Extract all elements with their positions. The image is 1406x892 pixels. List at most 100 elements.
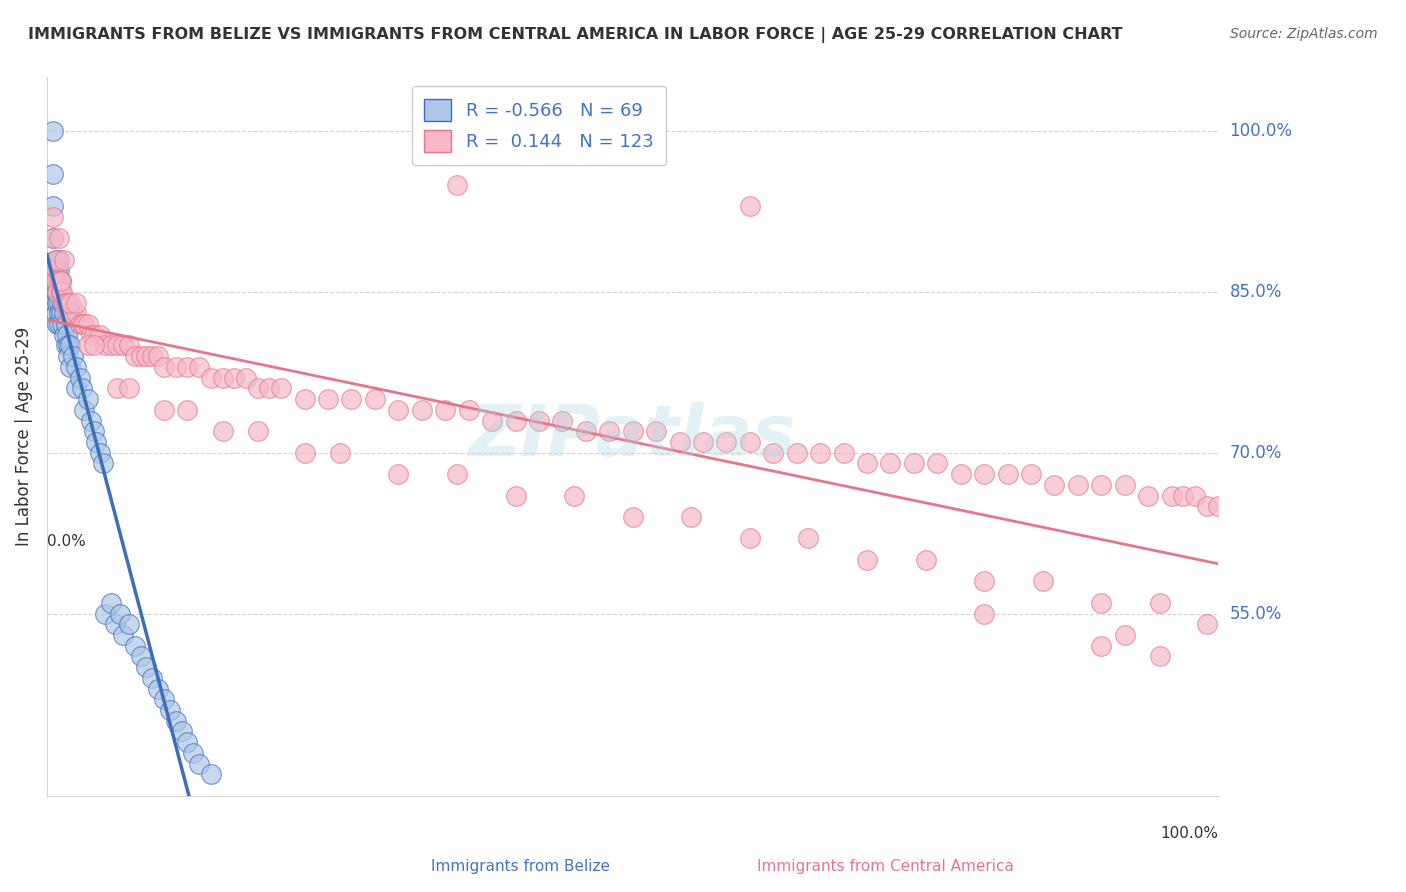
Point	[62, 306, 84, 320]
Point	[176, 735, 198, 749]
Text: 85.0%: 85.0%	[1230, 283, 1282, 301]
Text: 0.0%: 0.0%	[46, 533, 86, 549]
Point	[738, 199, 761, 213]
Point	[118, 617, 141, 632]
Point	[148, 349, 170, 363]
Point	[294, 445, 316, 459]
Point	[575, 424, 598, 438]
Text: 100.0%: 100.0%	[1160, 826, 1219, 841]
Point	[51, 317, 73, 331]
Point	[294, 392, 316, 406]
Point	[69, 317, 91, 331]
Point	[903, 457, 925, 471]
Point	[53, 252, 76, 267]
Point	[84, 434, 107, 449]
Point	[973, 607, 995, 621]
Point	[973, 574, 995, 589]
Point	[70, 317, 93, 331]
Point	[153, 402, 176, 417]
Point	[1043, 478, 1066, 492]
Point	[153, 692, 176, 706]
Point	[49, 274, 72, 288]
Point	[55, 317, 77, 331]
Point	[45, 263, 67, 277]
Point	[45, 274, 67, 288]
Point	[77, 317, 100, 331]
Point	[73, 402, 96, 417]
Point	[53, 295, 76, 310]
Point	[1184, 489, 1206, 503]
Point	[200, 370, 222, 384]
Point	[681, 510, 703, 524]
Point	[44, 274, 66, 288]
Point	[44, 295, 66, 310]
Point	[42, 167, 65, 181]
Point	[105, 338, 128, 352]
Point	[77, 338, 100, 352]
Point	[59, 306, 82, 320]
Point	[434, 402, 457, 417]
Point	[856, 553, 879, 567]
Point	[44, 252, 66, 267]
Point	[42, 199, 65, 213]
Point	[927, 457, 949, 471]
Point	[170, 724, 193, 739]
Point	[124, 639, 146, 653]
Point	[259, 381, 281, 395]
Point	[49, 274, 72, 288]
Point	[42, 263, 65, 277]
Point	[42, 231, 65, 245]
Point	[387, 467, 409, 482]
Point	[83, 424, 105, 438]
Point	[1114, 628, 1136, 642]
Point	[1032, 574, 1054, 589]
Point	[148, 681, 170, 696]
Point	[94, 338, 117, 352]
Point	[505, 489, 527, 503]
Point	[46, 295, 69, 310]
Point	[797, 532, 820, 546]
Point	[1149, 649, 1171, 664]
Point	[973, 467, 995, 482]
Point	[83, 327, 105, 342]
Point	[46, 285, 69, 299]
Point	[42, 231, 65, 245]
Point	[246, 381, 269, 395]
Point	[316, 392, 339, 406]
Point	[165, 359, 187, 374]
Point	[100, 338, 122, 352]
Point	[340, 392, 363, 406]
Point	[48, 285, 70, 299]
Point	[832, 445, 855, 459]
Point	[118, 381, 141, 395]
Point	[46, 263, 69, 277]
Point	[42, 210, 65, 224]
Point	[45, 252, 67, 267]
Point	[364, 392, 387, 406]
Point	[914, 553, 936, 567]
Point	[505, 413, 527, 427]
Point	[51, 295, 73, 310]
Point	[42, 124, 65, 138]
Point	[188, 359, 211, 374]
Point	[1114, 478, 1136, 492]
Point	[621, 424, 644, 438]
Point	[118, 338, 141, 352]
Point	[83, 338, 105, 352]
Point	[89, 445, 111, 459]
Point	[446, 467, 468, 482]
Point	[44, 274, 66, 288]
Point	[48, 263, 70, 277]
Point	[69, 370, 91, 384]
Point	[55, 338, 77, 352]
Point	[100, 596, 122, 610]
Point	[329, 445, 352, 459]
Point	[1195, 617, 1218, 632]
Point	[200, 767, 222, 781]
Point	[112, 338, 135, 352]
Point	[270, 381, 292, 395]
Legend: R = -0.566   N = 69, R =  0.144   N = 123: R = -0.566 N = 69, R = 0.144 N = 123	[412, 87, 666, 165]
Point	[53, 306, 76, 320]
Point	[1019, 467, 1042, 482]
Point	[457, 402, 479, 417]
